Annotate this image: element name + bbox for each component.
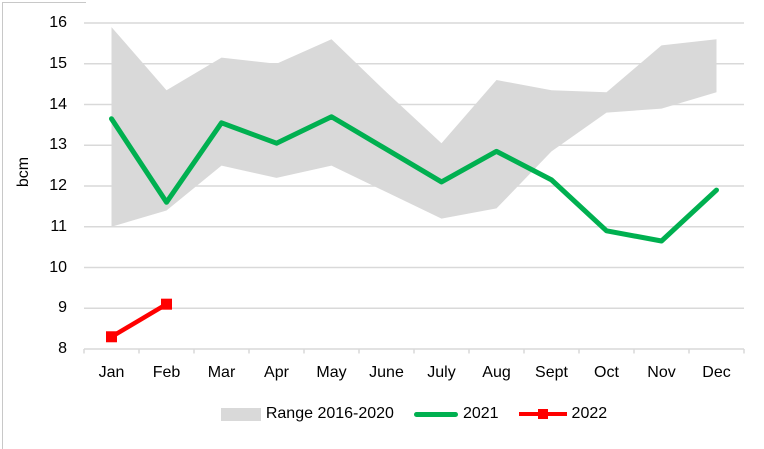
- y-tick-label: 8: [58, 340, 67, 357]
- x-tick-label: July: [427, 364, 456, 381]
- line-2021-swatch: [413, 411, 458, 417]
- x-tick-label: May: [316, 364, 347, 381]
- y-tick-label: 12: [49, 177, 67, 194]
- legend-label-2021: 2021: [462, 405, 499, 422]
- x-tick-label: Jan: [98, 364, 125, 381]
- range-band-swatch: [220, 407, 261, 421]
- x-tick-label: June: [369, 364, 404, 381]
- x-tick-label: Sept: [535, 364, 568, 381]
- x-tick-label: Feb: [152, 364, 181, 381]
- x-tick-label: Aug: [482, 364, 511, 381]
- x-tick-label: Apr: [264, 364, 289, 381]
- y-tick-label: 10: [49, 258, 67, 276]
- y-tick-label: 9: [58, 299, 67, 317]
- x-tick-label: Mar: [207, 364, 236, 381]
- y-tick-label: 11: [50, 217, 67, 235]
- y-tick-label: 13: [49, 136, 67, 154]
- line-2022-swatch: [518, 408, 567, 420]
- x-tick-label: Oct: [594, 364, 619, 381]
- marker-square-swatch: [537, 409, 548, 419]
- y-tick-label: 16: [49, 14, 67, 31]
- x-axis-tick-labels: Jan Feb Mar Apr May June July Aug Sept Oct Nov Dec: [0, 363, 764, 385]
- legend-item-range: Range 2016-2020: [220, 405, 394, 423]
- y-axis-tick-labels: 16 15 14 13 12 11 10 9 8: [0, 0, 67, 449]
- range-band: [111, 27, 717, 227]
- window-border-top: [2, 2, 86, 3]
- x-tick-label: Dec: [702, 364, 731, 381]
- x-tick-label: Nov: [647, 364, 676, 381]
- series-2022-line: [110, 302, 168, 339]
- series-2022-marker: [161, 298, 172, 310]
- legend-item-2021: 2021: [413, 405, 499, 423]
- series-2022-marker: [106, 331, 117, 343]
- legend-label-range: Range 2016-2020: [265, 405, 394, 422]
- legend: Range 2016-2020 2021 2022: [84, 403, 744, 425]
- window-border-left: [2, 2, 3, 449]
- legend-label-2022: 2022: [571, 405, 608, 422]
- series-2021-line: [109, 114, 719, 244]
- y-tick-label: 15: [49, 54, 67, 72]
- legend-item-2022: 2022: [518, 405, 608, 423]
- y-tick-label: 14: [49, 95, 67, 113]
